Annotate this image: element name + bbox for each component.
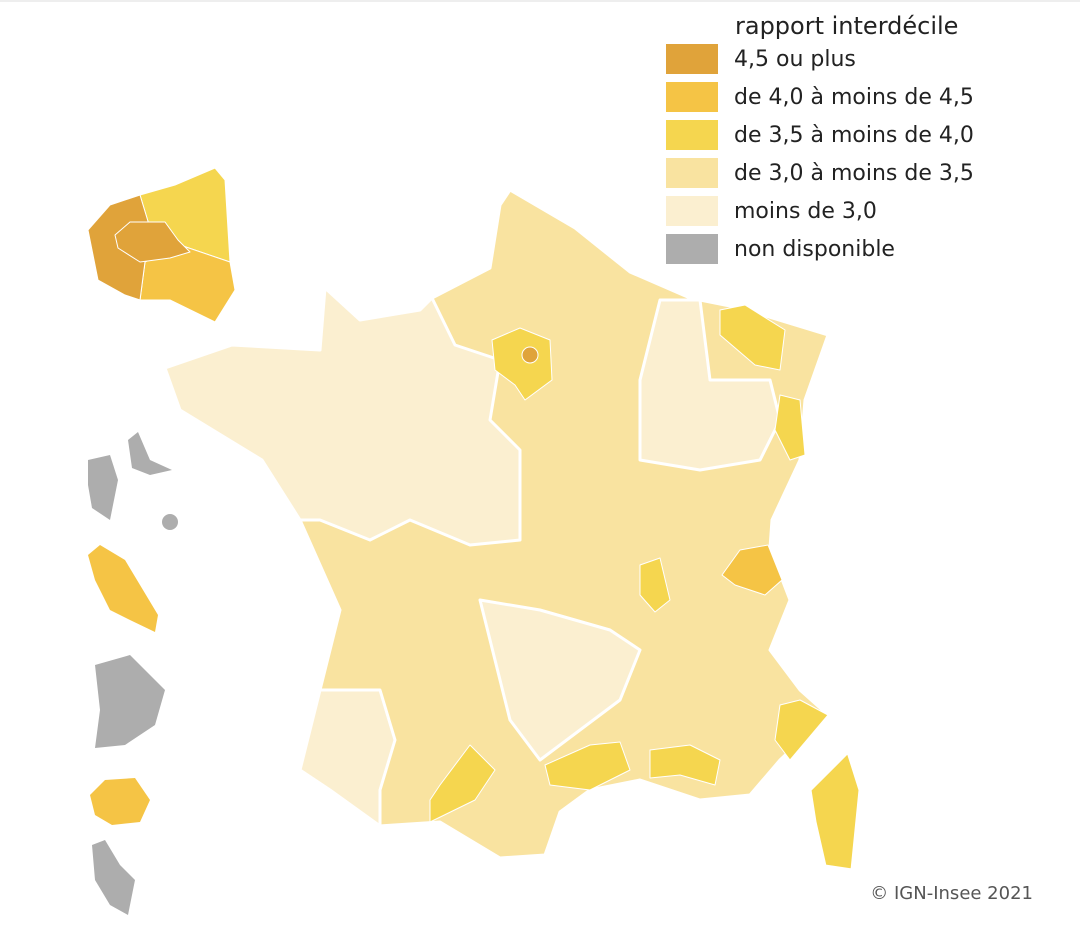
legend-label: 4,5 ou plus [734, 47, 856, 72]
region-east [638, 298, 782, 472]
credit: © IGN-Insee 2021 [870, 883, 1033, 904]
region-haute-garonne [429, 744, 496, 823]
legend-swatch [666, 234, 718, 264]
legend-label: de 4,0 à moins de 4,5 [734, 85, 974, 110]
inset-guadeloupe-east [128, 432, 172, 475]
legend-title: rapport interdécile [735, 12, 958, 40]
region-herault [544, 741, 631, 791]
inset-guadeloupe [88, 455, 118, 520]
inset-guyane [95, 655, 165, 748]
region-southwest [298, 688, 397, 828]
region-center-south [478, 598, 642, 762]
region-alpes-maritimes [774, 699, 829, 761]
region-alsace-north [719, 304, 786, 371]
inset-mayotte [92, 840, 135, 915]
legend-swatch [666, 44, 718, 74]
inset-reunion [90, 778, 150, 825]
legend-label: non disponible [734, 237, 895, 262]
legend-label: moins de 3,0 [734, 199, 877, 224]
legend-swatch [666, 158, 718, 188]
region-west [163, 286, 522, 547]
inset-martinique [88, 545, 158, 632]
corsica [808, 750, 862, 872]
legend-label: de 3,0 à moins de 3,5 [734, 161, 974, 186]
region-paris [521, 346, 539, 364]
region-paris-ring [491, 327, 553, 401]
legend-swatch [666, 120, 718, 150]
region-alsace-south [774, 394, 806, 461]
inset-marie-galante [162, 514, 178, 530]
legend-swatch [666, 196, 718, 226]
region-ain [639, 557, 671, 613]
region-haute-savoie [721, 544, 783, 596]
legend: rapport interdécile 4,5 ou plus de 4,0 à … [666, 12, 974, 264]
region-bouches-du-rhone [649, 744, 721, 786]
legend-swatch [666, 82, 718, 112]
legend-label: de 3,5 à moins de 4,0 [734, 123, 974, 148]
inset-paris [114, 221, 191, 263]
inset-val-de-marne [139, 244, 236, 323]
